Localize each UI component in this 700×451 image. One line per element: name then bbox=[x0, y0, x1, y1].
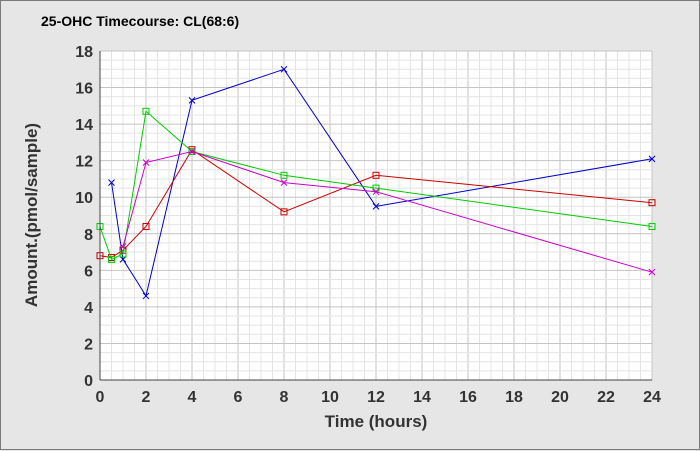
y-tick-label: 6 bbox=[84, 263, 93, 280]
x-tick-label: 6 bbox=[234, 389, 243, 406]
series-1-point bbox=[648, 155, 656, 163]
chart-title: 25-OHC Timecourse: CL(68:6) bbox=[41, 13, 240, 29]
y-tick-label: 14 bbox=[75, 117, 93, 134]
x-tick-label: 4 bbox=[188, 389, 197, 406]
y-axis-label: Amount.(pmol/sample) bbox=[22, 123, 41, 307]
x-tick-label: 18 bbox=[505, 389, 523, 406]
series-3-point bbox=[142, 107, 150, 115]
series-4-point bbox=[648, 268, 656, 276]
series-4-point bbox=[188, 148, 196, 155]
series-3-point bbox=[119, 250, 127, 258]
y-tick-label: 0 bbox=[84, 373, 93, 390]
series-1-point bbox=[142, 292, 150, 300]
y-tick-label: 18 bbox=[75, 44, 93, 61]
series-4-line bbox=[122, 150, 653, 273]
series-3-point bbox=[280, 171, 288, 179]
series-3-point bbox=[648, 222, 656, 230]
series-2-point bbox=[142, 222, 150, 230]
series-1-point bbox=[108, 179, 115, 186]
y-tick-labels: 0 2 4 6 8 10 12 14 16 18 bbox=[75, 44, 93, 390]
x-tick-label: 12 bbox=[367, 389, 385, 406]
y-tick-label: 4 bbox=[84, 300, 93, 317]
series-2-point bbox=[372, 171, 380, 179]
y-tick-label: 8 bbox=[84, 227, 93, 244]
x-axis-label: Time (hours) bbox=[325, 412, 428, 431]
x-tick-label: 0 bbox=[96, 389, 105, 406]
series-3-point bbox=[108, 255, 115, 263]
y-tick-label: 12 bbox=[75, 154, 93, 171]
y-tick-label: 16 bbox=[75, 81, 93, 98]
x-tick-label: 22 bbox=[597, 389, 615, 406]
x-tick-label: 10 bbox=[321, 389, 339, 406]
x-tick-label: 2 bbox=[142, 389, 151, 406]
series-3-point bbox=[188, 148, 196, 156]
series-1-point bbox=[372, 203, 380, 210]
series-2-point bbox=[648, 199, 656, 207]
x-tick-label: 24 bbox=[643, 389, 661, 406]
series-4-point bbox=[280, 179, 288, 186]
series-1-point bbox=[280, 65, 288, 73]
y-tick-label: 10 bbox=[75, 190, 93, 207]
series-2-point bbox=[280, 208, 288, 216]
x-tick-label: 8 bbox=[280, 389, 289, 406]
series-1-point bbox=[188, 96, 196, 104]
y-tick-label: 2 bbox=[84, 336, 93, 353]
series-4-point bbox=[119, 243, 127, 250]
x-tick-label: 20 bbox=[551, 389, 569, 406]
x-tick-label: 16 bbox=[459, 389, 477, 406]
series-4-point bbox=[372, 188, 380, 196]
x-tick-labels: 0 2 4 6 8 10 12 14 16 18 20 22 24 bbox=[96, 389, 661, 406]
series-3-line bbox=[99, 110, 653, 261]
x-tick-label: 14 bbox=[413, 389, 431, 406]
series-4-point bbox=[142, 159, 150, 166]
